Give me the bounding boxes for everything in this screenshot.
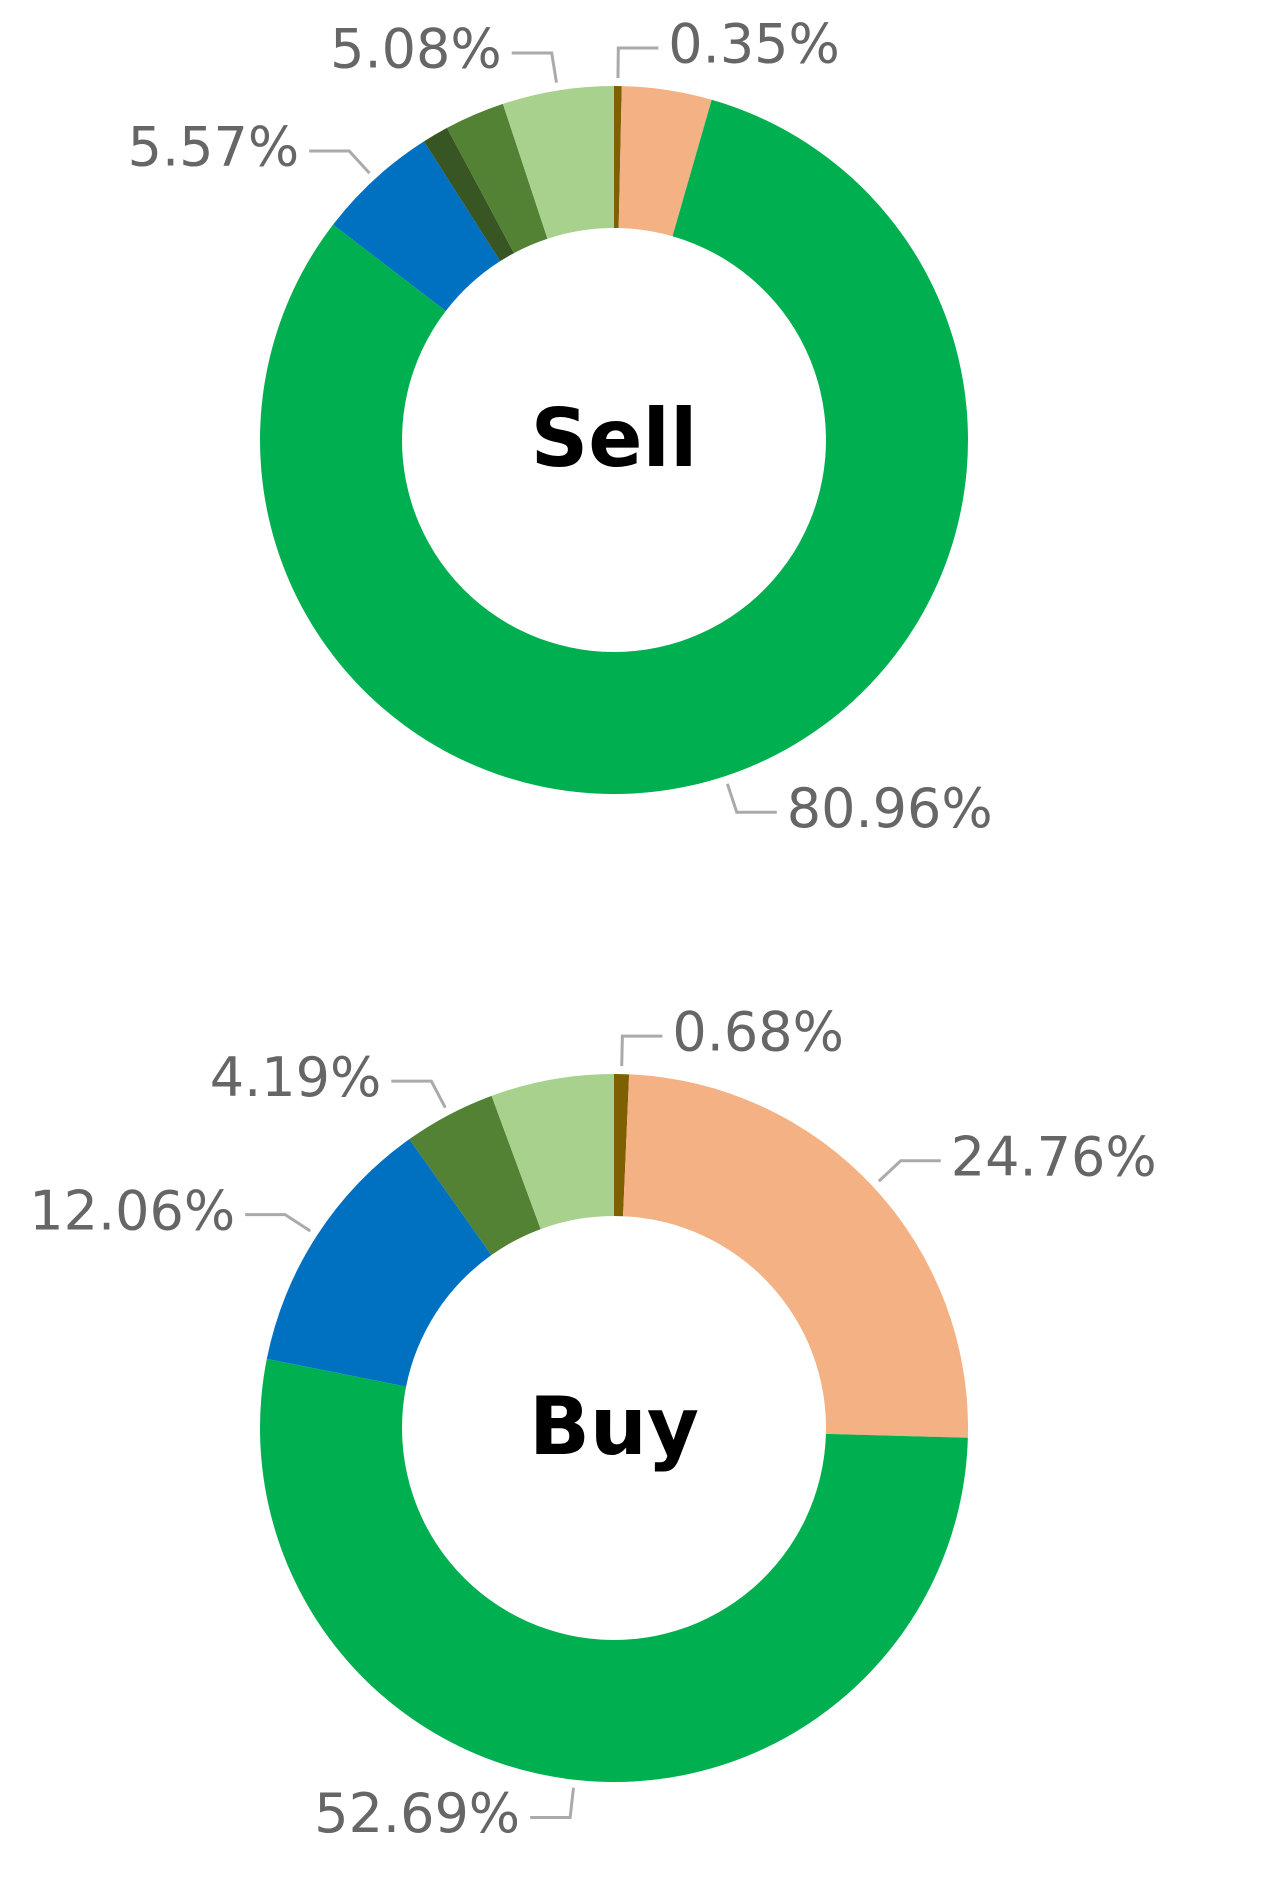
donut-slice: [491, 1074, 614, 1230]
donut-slice: [266, 1139, 492, 1387]
data-label: 0.68%: [672, 1001, 844, 1064]
donut-slice: [409, 1095, 541, 1256]
leader-line: [391, 1079, 447, 1109]
donut-slice: [333, 141, 501, 312]
data-label: 12.06%: [29, 1179, 235, 1242]
data-label: 0.35%: [668, 13, 840, 76]
leader-line: [620, 1034, 663, 1067]
donut-slice: [623, 1074, 969, 1438]
donut-slice: [614, 1074, 630, 1217]
data-label: 24.76%: [951, 1125, 1157, 1188]
data-label: 5.57%: [128, 116, 300, 179]
leader-line: [245, 1213, 312, 1233]
data-label: 52.69%: [314, 1782, 520, 1845]
donut-slice: [423, 127, 514, 262]
leader-line: [511, 51, 558, 83]
donut-slice: [446, 103, 548, 254]
data-label: 4.19%: [210, 1046, 382, 1109]
donut-slice: [260, 1358, 968, 1782]
leader-line: [530, 1787, 575, 1820]
donut-slice: [259, 99, 968, 795]
donut-slice: [618, 86, 712, 237]
chart-title: Sell: [531, 392, 698, 485]
leader-line: [616, 46, 659, 79]
data-label: 5.08%: [330, 18, 502, 81]
data-label: 80.96%: [787, 777, 993, 840]
chart-title: Buy: [529, 1380, 699, 1473]
donut-slice: [502, 86, 614, 239]
leader-line: [309, 149, 371, 175]
leader-line: [725, 783, 777, 814]
donut-slice: [614, 86, 622, 229]
leader-line: [877, 1159, 941, 1183]
